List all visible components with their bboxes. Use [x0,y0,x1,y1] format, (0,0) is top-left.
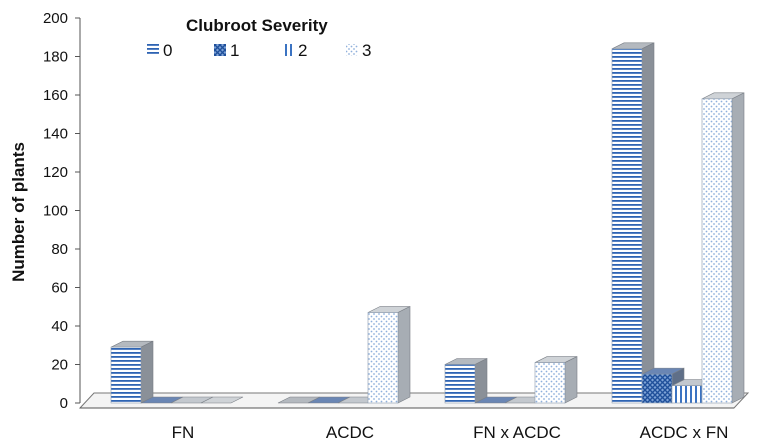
chart-floor [78,392,750,409]
legend-item-3: 3 [346,41,371,60]
bar-3-fn-x-acdc [534,356,578,404]
legend: Clubroot Severity 0 1 2 3 [147,16,371,60]
bar-0-fn-x-acdc [444,358,488,404]
legend-item-0: 0 [147,41,172,60]
x-tick-label: ACDC x FN [640,423,729,442]
bar-side [474,358,488,404]
bar-front [444,364,476,404]
bar-side [641,42,655,404]
y-tick-label: 40 [51,318,68,335]
legend-items: 0 1 2 3 [147,41,371,60]
legend-label: 2 [298,41,307,60]
category-labels: FN ACDC FN x ACDC ACDC x FN [172,423,729,442]
bar-side [564,356,578,404]
bar-front [701,98,733,404]
bar-top [200,396,244,404]
legend-label: 0 [163,41,172,60]
legend-title: Clubroot Severity [186,16,328,35]
bar-front [611,48,643,404]
bar-side [397,306,411,404]
bar-side [140,340,154,404]
legend-swatch [147,44,159,56]
x-tick-label: FN [172,423,195,442]
legend-swatch [214,44,226,56]
bar-1-acdc-x-fn [641,367,685,404]
y-tick-label: 120 [43,164,68,181]
x-tick-label: ACDC [326,423,374,442]
bar-3-acdc [367,306,411,404]
y-tick-label: 140 [43,126,68,143]
bar-front [110,346,142,404]
y-axis-label: Number of plants [9,142,28,282]
bar-3-acdc-x-fn [701,92,745,404]
legend-swatch [282,44,294,56]
legend-item-1: 1 [214,41,239,60]
y-tick-label: 160 [43,87,68,104]
y-tick-label: 100 [43,203,68,220]
bar-0-fn [110,340,154,404]
bar-front [641,373,673,404]
bar-3-fn [200,396,244,404]
y-tick-label: 180 [43,49,68,66]
y-tick-label: 60 [51,280,68,297]
legend-swatch [346,44,358,56]
bar-front [534,362,566,404]
bar-front [671,385,703,404]
bar-0-acdc-x-fn [611,42,655,404]
legend-label: 1 [230,41,239,60]
bar-front [367,312,399,404]
legend-item-2: 2 [282,41,307,60]
bars [110,42,745,404]
y-tick-label: 200 [43,10,68,27]
y-tick-label: 80 [51,241,68,258]
legend-label: 3 [362,41,371,60]
y-axis: 0 20 40 60 80 100 120 140 160 180 200 [43,10,81,412]
x-tick-label: FN x ACDC [473,423,561,442]
y-tick-label: 20 [51,357,68,374]
y-tick-label: 0 [60,395,68,412]
bar-side [731,92,745,404]
